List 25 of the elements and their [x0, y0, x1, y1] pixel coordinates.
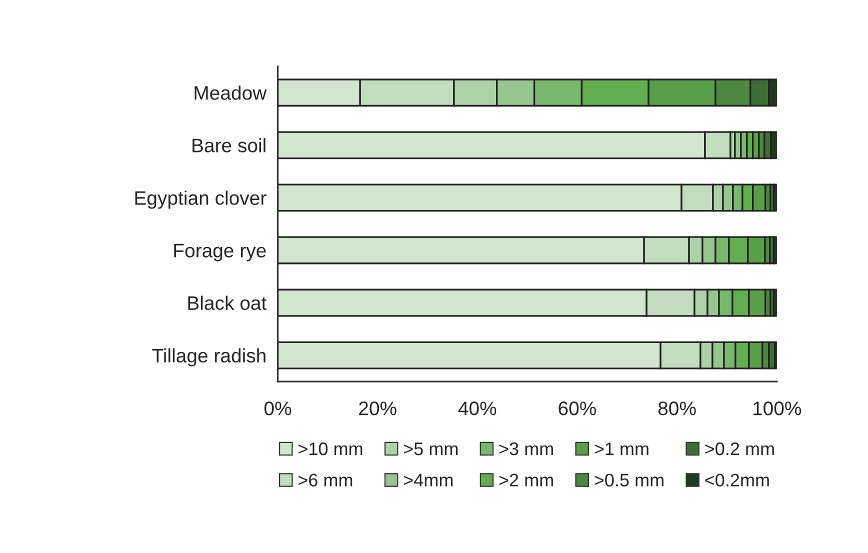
x-tick-label: 40% — [458, 402, 496, 416]
y-tick-label: Black oat — [188, 296, 267, 310]
bar — [773, 236, 777, 264]
bar — [773, 184, 777, 212]
legend-label: >6 mm — [298, 474, 352, 486]
y-tick-label: Tillage radish — [152, 348, 266, 366]
x-tick-label: 0% — [264, 402, 292, 416]
legend-label: >2 mm — [499, 474, 553, 486]
x-tick-label: 20% — [359, 402, 396, 416]
y-tick-label: Forage rye — [174, 244, 266, 262]
x-tick-label: 80% — [658, 402, 696, 416]
legend-label: >0.2 mm — [705, 442, 774, 456]
legend-label: >5 mm — [404, 442, 458, 456]
x-tick-label: 60% — [558, 402, 596, 416]
x-tick-label: 100% — [753, 402, 802, 416]
y-tick-label: Egyptian clover — [135, 190, 266, 209]
legend-label: >0.5 mm — [594, 474, 664, 486]
bar — [773, 288, 777, 317]
legend-label: >1 mm — [594, 442, 648, 456]
legend-label: >10 mm — [298, 442, 362, 456]
y-tick-label: Bare soil — [192, 138, 266, 152]
legend-label: <0.2mm — [705, 474, 769, 486]
y-tick-label: Meadow — [194, 86, 267, 100]
legend-label: >3 mm — [499, 442, 553, 456]
legend-label: >4mm — [404, 474, 453, 486]
